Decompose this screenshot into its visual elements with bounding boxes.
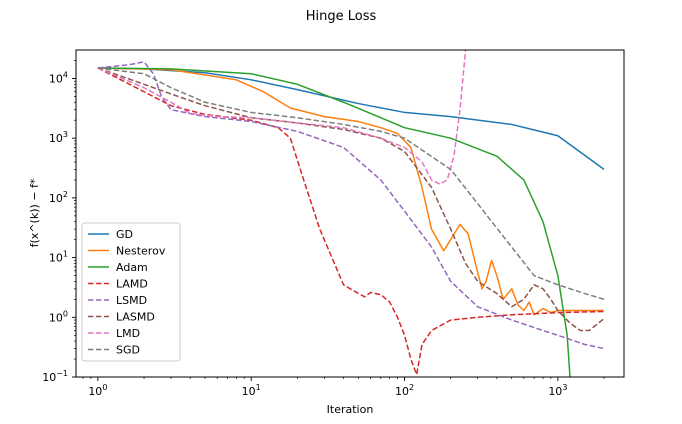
legend-label-sgd: SGD [116, 344, 140, 357]
series-line-lsmd [97, 61, 605, 350]
legend-label-lasmd: LASMD [116, 311, 155, 324]
legend-label-lmd: LMD [116, 327, 140, 340]
y-tick-label: 102 [49, 190, 68, 205]
x-tick-label: 101 [242, 383, 261, 398]
legend-label-lamd: LAMD [116, 278, 148, 291]
x-axis-label: Iteration [327, 403, 374, 416]
series-line-lasmd [97, 67, 605, 332]
legend-label-lsmd: LSMD [116, 294, 147, 307]
series-line-nesterov [97, 67, 605, 316]
x-tick-label: 103 [548, 383, 567, 398]
legend-label-nesterov: Nesterov [116, 245, 166, 258]
x-tick-label: 100 [88, 383, 107, 398]
legend-label-gd: GD [116, 228, 133, 241]
series-line-lamd [97, 67, 605, 376]
axes-layer: 100 101 102 103 10−1 100 101 102 103 104 [42, 60, 605, 398]
series-line-adam [97, 67, 571, 377]
chart-title: Hinge Loss [306, 9, 377, 24]
plot-frame [75, 49, 625, 378]
x-tick-label: 102 [395, 383, 414, 398]
legend-box [81, 222, 181, 362]
series-line-sgd [97, 67, 605, 301]
y-tick-label: 100 [49, 309, 68, 324]
y-tick-label: 104 [49, 70, 68, 85]
y-axis-label: f(x^(k)) − f* [28, 178, 41, 247]
legend-label-adam: Adam [116, 261, 148, 274]
y-tick-label: 10−1 [42, 369, 68, 384]
y-tick-label: 101 [49, 250, 68, 265]
series-layer [97, 50, 605, 377]
y-tick-label: 103 [49, 130, 68, 145]
legend: GD Nesterov Adam LAMD LSMD LASMD LMD SGD [81, 222, 181, 362]
